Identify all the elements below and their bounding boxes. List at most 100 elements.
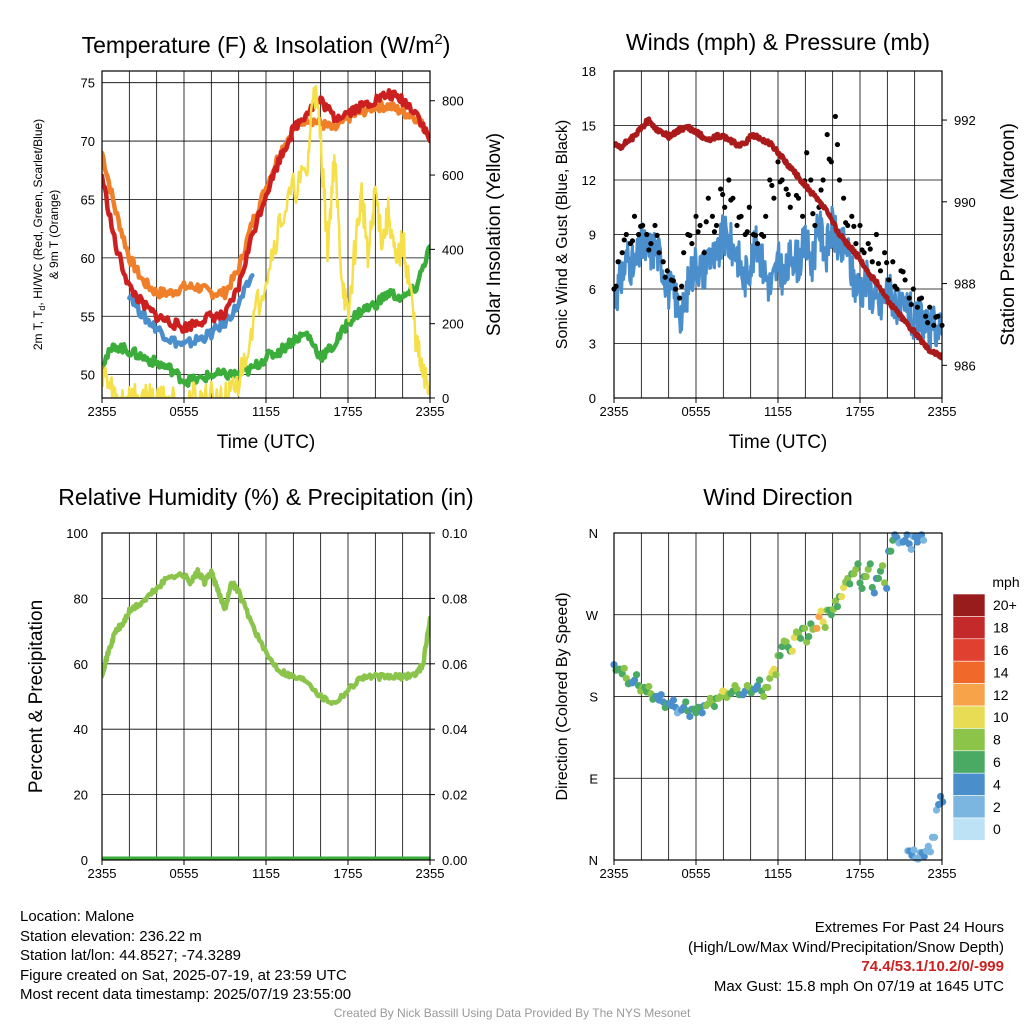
wind-direction-point: [827, 611, 835, 619]
gust-point: [654, 232, 660, 239]
humidity-line: [102, 567, 430, 706]
colorbar-swatch: [952, 705, 986, 729]
precip-ytick-label: 0.02: [442, 788, 467, 803]
wind-direction-point: [760, 692, 768, 701]
gust-point: [787, 204, 793, 210]
wind-direction-point: [770, 665, 778, 673]
gust-point: [687, 232, 693, 239]
figure-created: Figure created on Sat, 2025-07-19, at 23…: [20, 966, 347, 984]
colorbar-label: 12: [993, 687, 1009, 703]
wind-direction-point: [883, 584, 891, 593]
gust-point: [894, 286, 900, 292]
wind-direction-point: [801, 624, 809, 632]
winds-xtick-label: 0555: [682, 404, 711, 419]
wind-direction-point: [837, 592, 846, 601]
temp-xtick-label: 1755: [334, 404, 363, 419]
gust-point: [621, 237, 627, 243]
gust-point: [853, 240, 859, 247]
wind-direction-point: [924, 842, 932, 850]
wdir-ytick-label: E: [589, 771, 598, 786]
extremes-info: Extremes For Past 24 Hours (High/Low/Max…: [688, 918, 1004, 996]
insolation-ytick-label: 200: [442, 317, 464, 332]
station-info: Location: Malone Station elevation: 236.…: [20, 907, 351, 1005]
winds-xtick-label: 2355: [928, 404, 957, 419]
winds-xtick-label: 2355: [600, 404, 629, 419]
colorbar-swatch: [952, 660, 986, 684]
wind-direction-point: [932, 806, 941, 814]
gust-point: [722, 204, 728, 210]
gust-point: [681, 250, 687, 256]
wind-direction-point: [766, 674, 774, 682]
gust-point: [656, 250, 662, 256]
gust-point: [636, 231, 642, 238]
rh-xtick-label: 0555: [170, 866, 199, 881]
insolation-ytick-label: 400: [442, 242, 464, 257]
wdir-ytick-label: S: [589, 690, 598, 705]
temp-ylabel-line2: & 9m T (Orange): [47, 190, 61, 280]
temp-series-line: [102, 84, 430, 398]
temp-series-line: [102, 98, 430, 301]
gust-point: [754, 240, 761, 247]
temp-ytick-label: 75: [81, 76, 95, 91]
winds-ytick-label: 6: [589, 282, 596, 297]
gust-point: [886, 277, 892, 283]
rh-ytick-label: 80: [74, 591, 88, 606]
wind-direction-point: [796, 634, 805, 642]
gust-point: [836, 177, 843, 183]
wind-direction-point: [686, 712, 694, 721]
wind-direction-point: [858, 584, 866, 593]
gust-point: [851, 223, 857, 229]
colorbar-swatch: [952, 795, 986, 819]
gust-point: [623, 231, 629, 238]
gust-point: [927, 304, 933, 310]
gust-point: [925, 320, 931, 326]
pressure-ytick-label: 988: [954, 277, 976, 292]
gust-point: [648, 240, 654, 247]
wind-direction-point: [864, 565, 872, 573]
pressure-ytick-label: 990: [954, 195, 976, 210]
colorbar-swatch: [952, 817, 986, 841]
wind-direction-point: [733, 685, 741, 693]
wind-direction-point: [755, 676, 764, 684]
winds-ytick-label: 15: [582, 119, 596, 134]
gust-point: [882, 250, 888, 256]
wind-direction-point: [788, 647, 796, 655]
wind-direction-point: [817, 607, 825, 615]
gust-point: [677, 295, 683, 301]
precip-ytick-label: 0.10: [442, 526, 467, 541]
wind-direction-point: [862, 573, 870, 581]
rh-xtick-label: 2355: [88, 866, 117, 881]
gust-point: [646, 247, 652, 253]
precip-ytick-label: 0.08: [442, 591, 467, 606]
winds-xtick-label: 1155: [764, 404, 792, 419]
gust-point: [918, 295, 925, 301]
wind-direction-point: [815, 612, 823, 621]
gust-point: [877, 268, 884, 274]
wind-direction-point: [645, 682, 653, 691]
gust-point: [664, 268, 670, 274]
temp-ytick-label: 50: [81, 368, 95, 383]
temp-xlabel: Time (UTC): [217, 432, 316, 453]
gust-point: [783, 186, 789, 192]
pressure-ytick-label: 986: [954, 358, 976, 373]
colorbar-swatch: [952, 683, 986, 707]
colorbar-label: 16: [993, 642, 1009, 658]
meteogram-figure: Temperature (F) & Insolation (W/m2) 2355…: [26, 29, 1020, 881]
temperature-panel: Temperature (F) & Insolation (W/m2) 2355…: [31, 31, 505, 453]
gust-point: [824, 131, 830, 138]
wdir-ytick-label: N: [589, 853, 598, 868]
wind-direction-point: [833, 602, 842, 611]
wind-direction-point: [870, 589, 878, 597]
colorbar-label: 6: [993, 754, 1001, 770]
gust-point: [670, 278, 677, 284]
wdir-plot-border: [613, 532, 943, 861]
wind-direction-point: [682, 698, 690, 706]
wind-direction-point: [813, 624, 821, 632]
precip-ytick-label: 0.04: [442, 722, 467, 737]
colorbar-swatch: [952, 593, 986, 617]
wind-direction-point: [887, 547, 895, 555]
wind-direction-point: [914, 855, 922, 863]
temp-xtick-label: 0555: [170, 404, 199, 419]
gust-point: [834, 141, 841, 148]
gust-point: [619, 250, 625, 256]
